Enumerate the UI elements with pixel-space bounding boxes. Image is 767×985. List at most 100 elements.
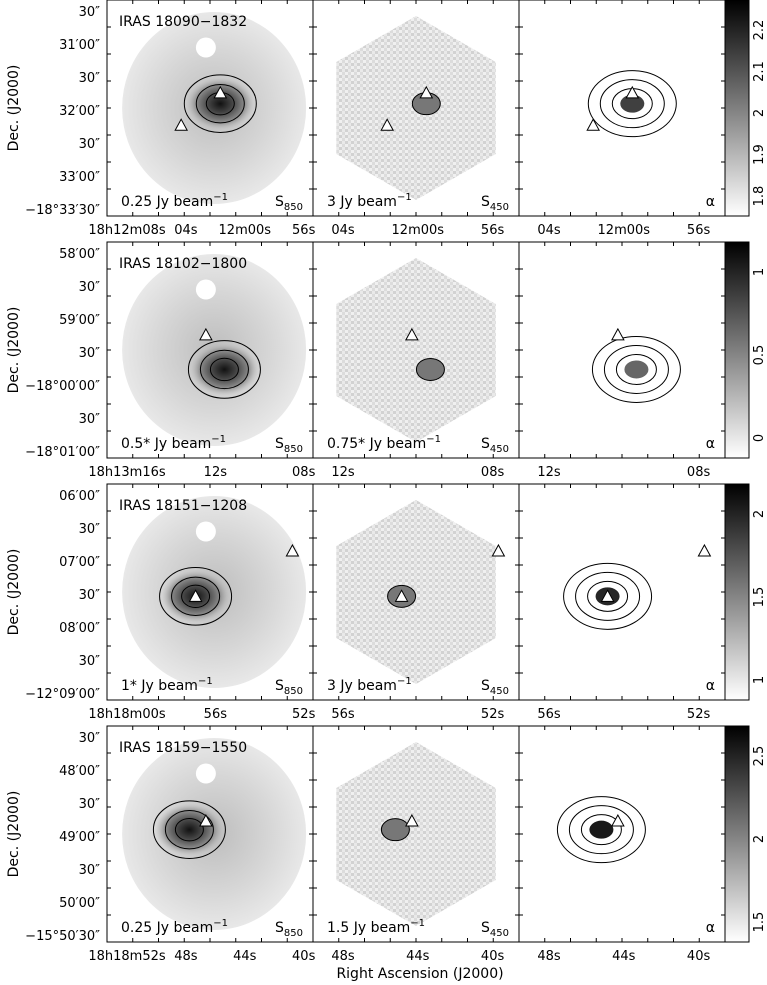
y-axis-title: Dec. (J2000) [6, 65, 22, 152]
source-triangle [625, 85, 640, 99]
map-panel: α [518, 483, 726, 701]
x-tick-label: 56s [537, 707, 561, 722]
source-triangle-open [285, 543, 300, 557]
source-name: IRAS 18090−1832 [119, 14, 247, 30]
source-triangle-open [405, 327, 419, 341]
x-tick-label: 08s [481, 465, 505, 480]
source-triangle-open [586, 118, 601, 131]
masked-region [195, 521, 216, 542]
map-panel: 3 Jy beam−1 S450 [312, 483, 520, 701]
x-tick-label: 08s [292, 465, 316, 480]
figure-row: IRAS 18151−1208 1* Jy beam−1 S850 18h18m00s… [6, 483, 767, 722]
noise-hexagon [336, 742, 496, 926]
flux-label: 0.75* Jy beam−1 [327, 434, 441, 452]
x-tick-label: 52s [687, 707, 711, 722]
masked-region [195, 763, 216, 784]
source-name: IRAS 18151−1208 [119, 498, 247, 514]
colorbar-label: 1.5 [752, 912, 767, 933]
source-triangle [213, 85, 228, 99]
map-label: α [706, 436, 715, 452]
source-name: IRAS 18159−1550 [119, 740, 247, 756]
y-tick-label: −18°01′00″ [25, 445, 100, 460]
figure-row: IRAS 18102−1800 0.5* Jy beam−1 S850 18h13m1… [6, 241, 767, 480]
colorbar-label: 1.9 [752, 144, 767, 165]
contour [556, 796, 646, 864]
x-tick-label: 52s [292, 707, 316, 722]
spectral-index-peak [624, 360, 649, 379]
contour [199, 349, 249, 390]
map-label: α [706, 678, 715, 694]
x-tick-label: 12m00s [392, 223, 445, 238]
flux-label: 3 Jy beam−1 [327, 192, 412, 210]
map-panel: α [518, 241, 726, 459]
x-tick-label: 12m00s [598, 223, 651, 238]
colorbar-label: 0 [752, 434, 767, 442]
y-tick-label: 30″ [79, 588, 101, 603]
map-panel: IRAS 18102−1800 0.5* Jy beam−1 S850 [106, 241, 314, 459]
map-panel: α [518, 0, 726, 217]
y-tick-label: 30″ [79, 280, 101, 295]
x-tick-label: 44s [406, 949, 430, 964]
x-tick-label: 40s [481, 949, 505, 964]
colorbar-label: 1 [752, 676, 767, 684]
contour [563, 562, 653, 630]
map-label: S850 [275, 436, 303, 455]
spectral-index-peak [589, 820, 614, 839]
source-triangle [394, 589, 409, 602]
map-label: S450 [481, 678, 509, 697]
flux-label: 3 Jy beam−1 [327, 676, 412, 694]
source-triangle-open [611, 327, 625, 341]
panel-frame [518, 483, 726, 701]
y-tick-label: 30″ [79, 522, 101, 537]
flux-label: 1* Jy beam−1 [121, 676, 213, 694]
masked-region [195, 37, 216, 58]
contour [171, 576, 221, 617]
contour [587, 580, 629, 612]
contour [580, 814, 622, 846]
flux-label: 1.5 Jy beam−1 [327, 918, 425, 936]
y-tick-label: 33′00″ [59, 170, 100, 185]
contour [587, 70, 677, 138]
contour [183, 74, 257, 133]
colorbar-label: 1.8 [752, 186, 767, 207]
map-panel: 0.75* Jy beam−1 S450 [312, 241, 520, 459]
y-axis-title: Dec. (J2000) [6, 307, 22, 394]
y-tick-label: 30″ [79, 71, 101, 86]
contour [159, 567, 233, 626]
y-tick-label: 30″ [79, 346, 101, 361]
x-tick-label: 04s [174, 223, 198, 238]
contour [181, 584, 211, 609]
x-tick-label: 56s [204, 707, 228, 722]
map-panel: IRAS 18090−1832 0.25 Jy beam−1 S850 [106, 0, 314, 217]
map-panel: 3 Jy beam−1 S450 [312, 0, 520, 217]
x-tick-label: 04s [331, 223, 355, 238]
noise-hexagon [336, 258, 496, 442]
y-tick-label: 30″ [79, 731, 101, 746]
y-tick-label: −12°09′00″ [25, 687, 100, 702]
y-tick-label: 08′00″ [59, 621, 100, 636]
x-tick-label: 44s [233, 949, 257, 964]
flux-label: 0.25 Jy beam−1 [121, 918, 228, 936]
y-tick-label: 58′00″ [59, 247, 100, 262]
x-tick-label: 18h18m52s [88, 949, 166, 964]
contour [195, 83, 245, 124]
source-triangle [419, 85, 434, 99]
y-tick-label: 32′00″ [59, 104, 100, 119]
contour [187, 340, 261, 399]
y-tick-label: 30″ [79, 5, 101, 20]
spectral-index-peak [620, 94, 645, 113]
source-triangle-open [380, 118, 395, 131]
x-tick-label: 18h13m16s [88, 465, 166, 480]
y-tick-label: 30″ [79, 863, 101, 878]
source-triangle [611, 813, 625, 827]
flux-label: 0.5* Jy beam−1 [121, 434, 226, 452]
y-tick-label: 50′00″ [59, 896, 100, 911]
flux-label: 0.25 Jy beam−1 [121, 192, 228, 210]
source-triangle [405, 813, 419, 827]
map-label: S450 [481, 436, 509, 455]
source-name: IRAS 18102−1800 [119, 256, 247, 272]
x-tick-label: 40s [292, 949, 316, 964]
y-axis-title: Dec. (J2000) [6, 549, 22, 636]
colorbar-label: 2 [752, 835, 767, 843]
